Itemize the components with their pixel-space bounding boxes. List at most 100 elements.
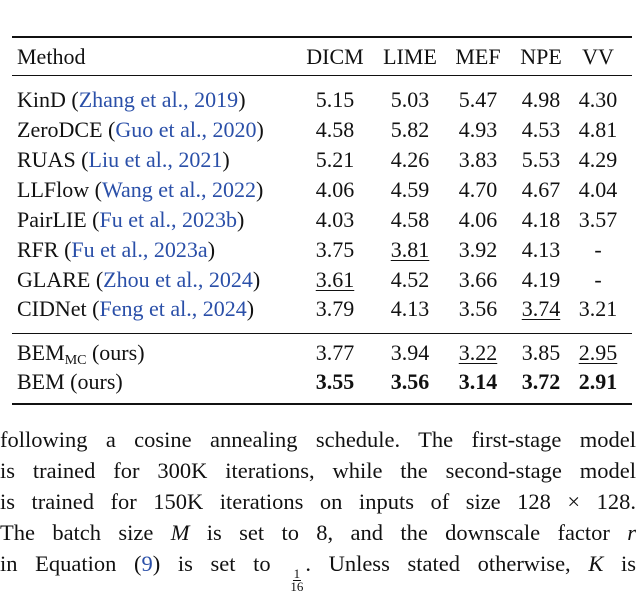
score-cell: 3.85 — [522, 341, 561, 365]
score: 4.67 — [521, 177, 561, 202]
score-cell: 4.81 — [579, 118, 618, 142]
score: 4.13 — [521, 237, 561, 262]
score: - — [594, 267, 602, 292]
paragraph-line: following a cosine annealing schedule. T… — [0, 427, 636, 453]
score-cell: 5.15 — [316, 88, 355, 112]
score: 3.61 — [315, 267, 355, 292]
citation-link: Fu et al., 2023a — [71, 237, 208, 262]
score: 2.95 — [578, 340, 618, 365]
score-cell: 3.21 — [579, 297, 618, 321]
score-cell: 3.79 — [316, 297, 355, 321]
method-text: RFR ( — [17, 237, 72, 262]
score-cell: 3.22 — [459, 341, 498, 365]
column-header: VV — [582, 44, 614, 69]
score-cell: 4.52 — [391, 268, 430, 292]
column-header: MEF — [455, 44, 501, 69]
score-cell: 4.98 — [522, 88, 561, 112]
method-text: GLARE ( — [17, 267, 104, 292]
method-text: (ours) — [86, 340, 145, 365]
score: 4.06 — [458, 207, 498, 232]
score: 4.98 — [521, 87, 561, 112]
score-cell: 5.82 — [391, 118, 430, 142]
score: 4.59 — [390, 177, 430, 202]
method-text: RUAS ( — [17, 147, 89, 172]
score: 5.21 — [315, 147, 355, 172]
score-cell: 4.93 — [459, 118, 498, 142]
score-cell: 4.04 — [579, 178, 618, 202]
score-cell: 2.91 — [579, 370, 618, 394]
method-text: CIDNet ( — [17, 296, 100, 321]
score: 3.72 — [521, 369, 561, 394]
score: 3.77 — [315, 340, 355, 365]
column-header: DICM — [306, 44, 364, 69]
score: 4.18 — [521, 207, 561, 232]
method-text: ) — [252, 267, 261, 292]
method-text: ) — [255, 177, 264, 202]
header-rule — [12, 75, 632, 76]
score: 4.13 — [390, 296, 430, 321]
method-cell: ZeroDCE (Guo et al., 2020) — [17, 118, 264, 142]
score-cell: 3.56 — [459, 297, 498, 321]
score-cell: 5.03 — [391, 88, 430, 112]
score: 4.04 — [578, 177, 618, 202]
method-cell: KinD (Zhang et al., 2019) — [17, 88, 246, 112]
page: {"table": { "header": ["Method", "DICM",… — [0, 36, 637, 593]
score: 5.15 — [315, 87, 355, 112]
equation-link: 9 — [141, 551, 153, 576]
score-cell: 3.94 — [391, 341, 430, 365]
text: The batch size — [0, 520, 171, 545]
score: 5.82 — [390, 117, 430, 142]
citation-link: Wang et al., 2022 — [101, 177, 256, 202]
citation-link: Feng et al., 2024 — [99, 296, 247, 321]
score: 3.83 — [458, 147, 498, 172]
score-cell: 4.13 — [522, 238, 561, 262]
paragraph-line: is trained for 150K iterations on inputs… — [0, 489, 636, 515]
score-cell: 4.06 — [316, 178, 355, 202]
score-cell: 4.29 — [579, 148, 618, 172]
score-cell: 5.47 — [459, 88, 498, 112]
method-text: MC — [64, 353, 87, 368]
score-cell: 3.77 — [316, 341, 355, 365]
score-cell: 2.95 — [579, 341, 618, 365]
score-cell: 4.58 — [391, 208, 430, 232]
score: 4.58 — [390, 207, 430, 232]
score: 3.85 — [521, 340, 561, 365]
paragraph-line: is trained for 300K iterations, while th… — [0, 458, 636, 484]
method-text: BEM (ours) — [17, 369, 123, 394]
score-cell: 3.75 — [316, 238, 355, 262]
score: 5.53 — [521, 147, 561, 172]
fraction: 1 16 — [290, 567, 304, 594]
score-cell: 4.30 — [579, 88, 618, 112]
column-header: LIME — [383, 44, 437, 69]
text: following a cosine annealing schedule. T… — [0, 427, 636, 452]
score: 5.03 — [390, 87, 430, 112]
method-cell: RUAS (Liu et al., 2021) — [17, 148, 230, 172]
score: 3.22 — [458, 340, 498, 365]
score: 3.57 — [578, 207, 618, 232]
method-cell: CIDNet (Feng et al., 2024) — [17, 297, 254, 321]
score-cell: 4.13 — [391, 297, 430, 321]
score: 3.81 — [390, 237, 430, 262]
column-header: Method — [17, 44, 86, 69]
score-cell: 3.81 — [391, 238, 430, 262]
score: 4.81 — [578, 117, 618, 142]
method-text: LLFlow ( — [17, 177, 102, 202]
method-text: ) — [256, 117, 264, 142]
score: 3.79 — [315, 296, 355, 321]
score-cell: 4.19 — [522, 268, 561, 292]
score: 3.66 — [458, 267, 498, 292]
score: 5.47 — [458, 87, 498, 112]
score: 4.70 — [458, 177, 498, 202]
citation-link: Zhang et al., 2019 — [78, 87, 239, 112]
score-cell: 3.74 — [522, 297, 561, 321]
score: 4.29 — [578, 147, 618, 172]
score: 4.53 — [521, 117, 561, 142]
score-cell: 4.03 — [316, 208, 355, 232]
denominator: 16 — [290, 579, 304, 594]
score-cell: 5.53 — [522, 148, 561, 172]
score: 4.19 — [521, 267, 561, 292]
score: 4.30 — [578, 87, 618, 112]
score: 4.03 — [315, 207, 355, 232]
paragraph-line: in Equation (9) is set to 1 16. Unless st… — [0, 551, 636, 593]
score-cell: 3.92 — [459, 238, 498, 262]
